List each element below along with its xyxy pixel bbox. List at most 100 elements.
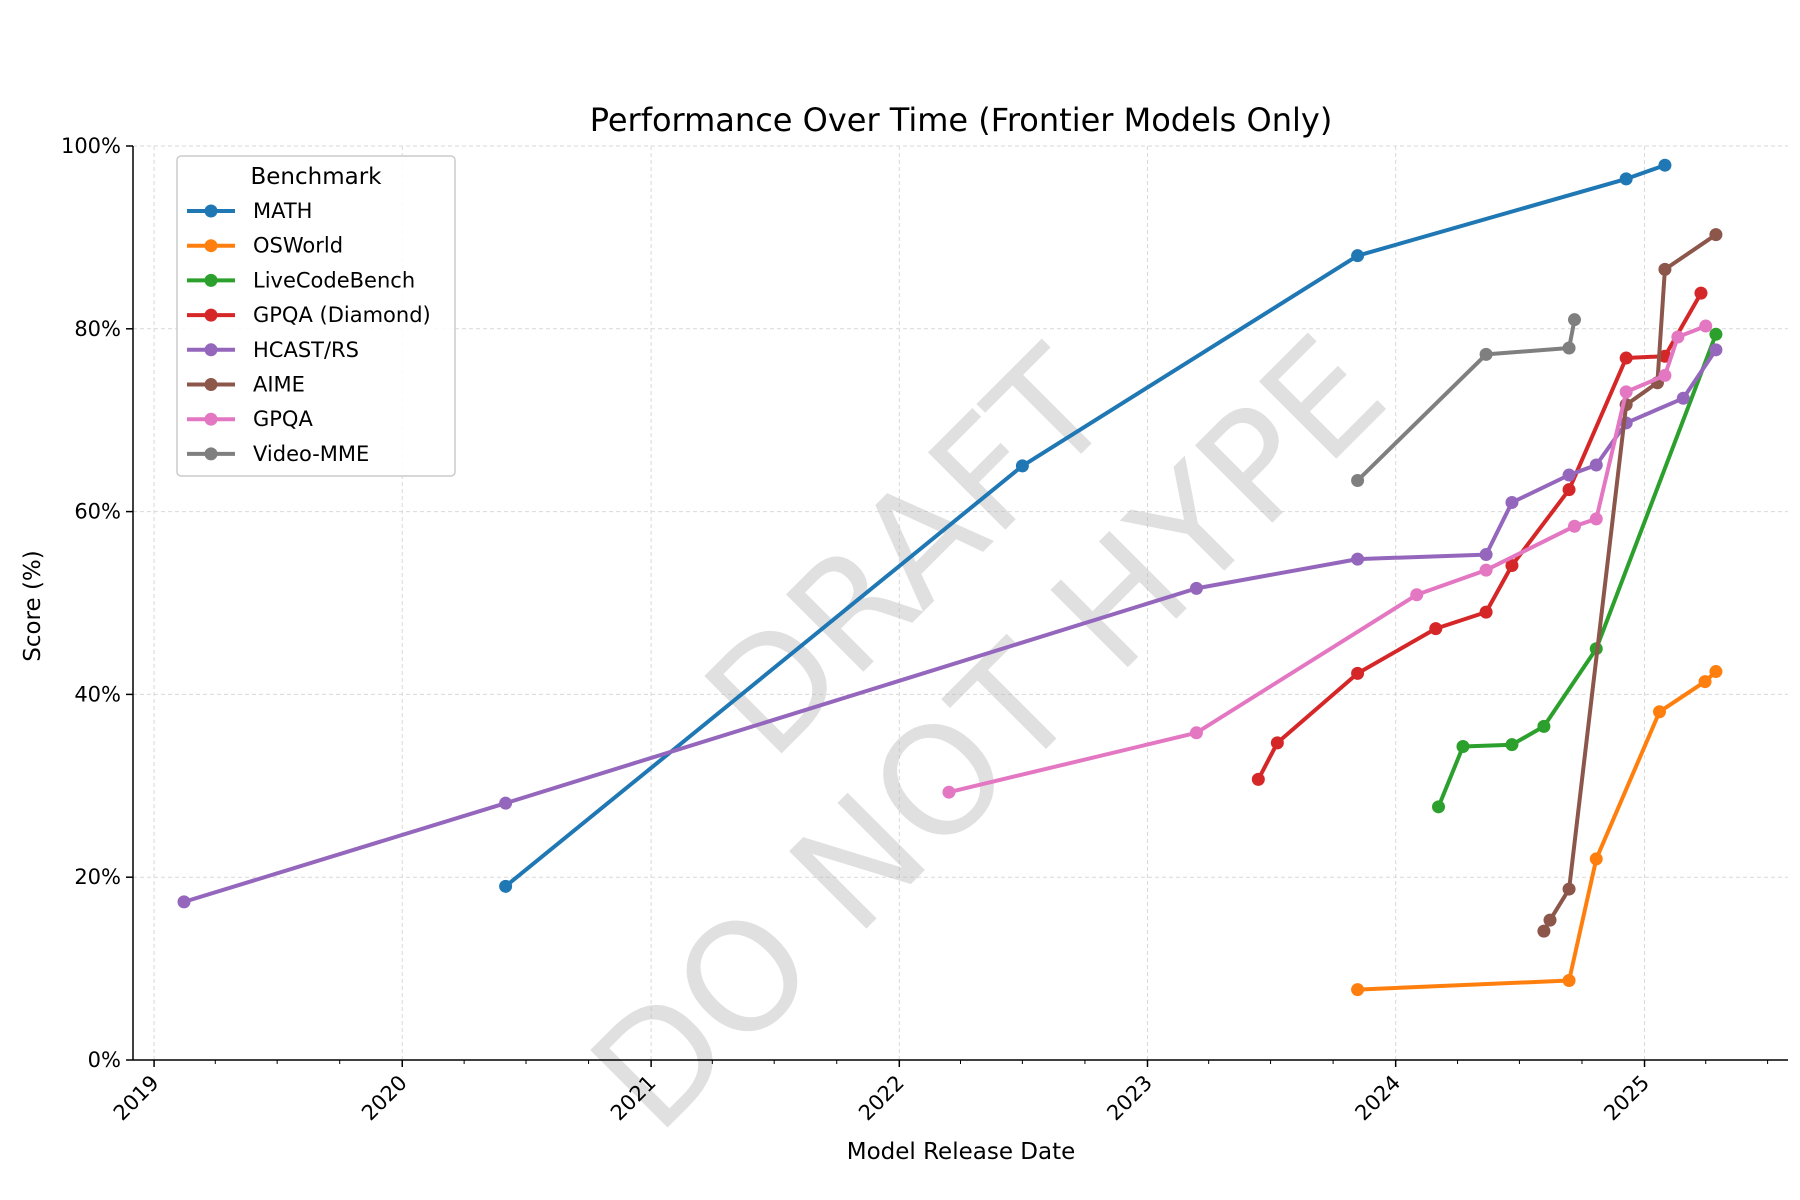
data-point bbox=[1567, 313, 1581, 327]
data-point bbox=[1429, 622, 1443, 636]
legend-label: Video-MME bbox=[253, 442, 369, 466]
legend-box bbox=[176, 155, 456, 477]
data-point bbox=[1351, 249, 1365, 263]
series-gpqa-diamond bbox=[1251, 286, 1708, 786]
legend-marker bbox=[204, 273, 218, 287]
legend-label: GPQA (Diamond) bbox=[253, 303, 431, 327]
data-point bbox=[1671, 330, 1685, 344]
data-point bbox=[1562, 882, 1576, 896]
series-video-mme bbox=[1351, 313, 1581, 488]
data-point bbox=[1698, 675, 1712, 689]
legend-marker bbox=[204, 308, 218, 322]
series-osworld bbox=[1351, 665, 1723, 997]
legend-item: Video-MME bbox=[187, 442, 369, 466]
legend-item: MATH bbox=[187, 199, 312, 223]
data-point bbox=[1709, 228, 1723, 242]
legend-label: AIME bbox=[253, 373, 305, 397]
data-point bbox=[499, 796, 513, 810]
data-point bbox=[1658, 368, 1672, 382]
series-line bbox=[1256, 291, 1703, 782]
data-point bbox=[1709, 665, 1723, 679]
data-point bbox=[1479, 605, 1493, 619]
x-axis-label: Model Release Date bbox=[847, 1139, 1076, 1165]
data-point bbox=[1479, 548, 1493, 562]
legend-marker bbox=[204, 447, 218, 461]
series-math bbox=[499, 158, 1672, 893]
legend-label: OSWorld bbox=[253, 234, 343, 258]
data-point bbox=[1694, 286, 1708, 300]
legend-marker bbox=[204, 239, 218, 253]
y-tick-label: 100% bbox=[61, 134, 121, 158]
data-point bbox=[1505, 738, 1519, 752]
data-point bbox=[1479, 563, 1493, 577]
legend-marker bbox=[204, 412, 218, 426]
legend-item: GPQA (Diamond) bbox=[187, 303, 431, 327]
y-axis-label: Score (%) bbox=[20, 550, 46, 662]
x-tick-label: 2024 bbox=[1350, 1071, 1405, 1126]
y-tick-label: 0% bbox=[88, 1048, 121, 1072]
legend-label: LiveCodeBench bbox=[253, 268, 415, 292]
series-line bbox=[1436, 332, 1718, 809]
series-group bbox=[177, 158, 1723, 997]
legend-label: HCAST/RS bbox=[253, 338, 359, 362]
data-point bbox=[1589, 458, 1603, 472]
data-point bbox=[1562, 468, 1576, 482]
data-point bbox=[1619, 385, 1633, 399]
data-point bbox=[1589, 512, 1603, 526]
data-point bbox=[1351, 983, 1365, 997]
y-tick-label: 20% bbox=[74, 865, 121, 889]
legend: Benchmark MATH OSWorld LiveCodeBench GPQA (D… bbox=[176, 155, 456, 477]
data-point bbox=[1537, 719, 1551, 733]
data-point bbox=[1537, 924, 1551, 938]
data-point bbox=[1562, 341, 1576, 355]
data-point bbox=[1589, 852, 1603, 866]
series-aime bbox=[1537, 228, 1723, 938]
legend-label: GPQA bbox=[253, 407, 313, 431]
data-point bbox=[1351, 474, 1365, 488]
legend-marker bbox=[204, 378, 218, 391]
legend-label: MATH bbox=[253, 199, 312, 223]
data-point bbox=[1189, 726, 1203, 740]
data-point bbox=[1505, 559, 1519, 573]
x-tick-label: 2020 bbox=[357, 1071, 412, 1126]
y-tick-label: 60% bbox=[74, 500, 121, 524]
x-tick-label: 2023 bbox=[1102, 1071, 1157, 1126]
data-point bbox=[1270, 736, 1284, 750]
data-point bbox=[1015, 459, 1029, 473]
data-point bbox=[1410, 588, 1424, 602]
y-tick-label: 80% bbox=[74, 317, 121, 341]
data-point bbox=[1658, 262, 1672, 276]
data-point bbox=[1709, 343, 1723, 357]
y-tick-label: 40% bbox=[74, 682, 121, 706]
x-tick-label: 2025 bbox=[1599, 1071, 1654, 1126]
data-point bbox=[1189, 581, 1203, 595]
data-point bbox=[1543, 913, 1557, 927]
data-point bbox=[1709, 327, 1723, 341]
legend-item: OSWorld bbox=[187, 234, 343, 258]
data-point bbox=[1456, 739, 1470, 753]
data-point bbox=[1652, 705, 1666, 719]
series-line bbox=[1355, 669, 1718, 992]
data-point bbox=[1479, 347, 1493, 361]
x-tick-label: 2022 bbox=[854, 1071, 909, 1126]
x-tick-label: 2019 bbox=[109, 1071, 164, 1126]
data-point bbox=[1251, 772, 1265, 786]
series-line bbox=[1355, 317, 1577, 483]
legend-marker bbox=[204, 343, 218, 357]
legend-title: Benchmark bbox=[250, 164, 382, 190]
data-point bbox=[1351, 552, 1365, 566]
data-point bbox=[177, 895, 191, 909]
data-point bbox=[1351, 666, 1365, 680]
data-point bbox=[1658, 158, 1672, 172]
legend-item: HCAST/RS bbox=[187, 338, 359, 362]
chart-title: Performance Over Time (Frontier Models O… bbox=[590, 101, 1333, 139]
data-point bbox=[1676, 391, 1690, 405]
series-livecodebench bbox=[1432, 327, 1723, 814]
legend-item: GPQA bbox=[187, 407, 313, 431]
data-point bbox=[1432, 800, 1446, 814]
series-gpqa bbox=[942, 319, 1713, 799]
data-point bbox=[1699, 319, 1713, 333]
data-point bbox=[1562, 973, 1576, 987]
data-point bbox=[1562, 483, 1576, 497]
